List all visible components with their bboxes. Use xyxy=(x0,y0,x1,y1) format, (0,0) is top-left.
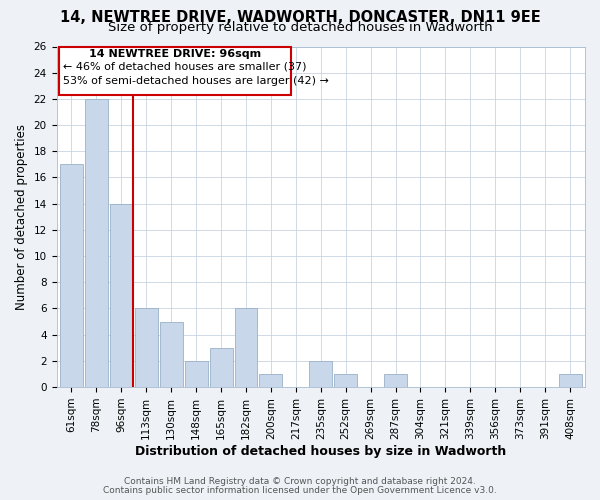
Bar xyxy=(259,374,283,387)
Y-axis label: Number of detached properties: Number of detached properties xyxy=(15,124,28,310)
Text: Size of property relative to detached houses in Wadworth: Size of property relative to detached ho… xyxy=(107,22,493,35)
Bar xyxy=(309,361,332,387)
Bar xyxy=(559,374,581,387)
Bar xyxy=(135,308,158,387)
Bar xyxy=(185,361,208,387)
Text: 53% of semi-detached houses are larger (42) →: 53% of semi-detached houses are larger (… xyxy=(63,76,329,86)
Bar xyxy=(110,204,133,387)
Text: ← 46% of detached houses are smaller (37): ← 46% of detached houses are smaller (37… xyxy=(63,61,306,71)
Text: 14 NEWTREE DRIVE: 96sqm: 14 NEWTREE DRIVE: 96sqm xyxy=(89,50,261,59)
Bar xyxy=(85,99,108,387)
Text: 14, NEWTREE DRIVE, WADWORTH, DONCASTER, DN11 9EE: 14, NEWTREE DRIVE, WADWORTH, DONCASTER, … xyxy=(59,10,541,25)
X-axis label: Distribution of detached houses by size in Wadworth: Distribution of detached houses by size … xyxy=(135,444,506,458)
Text: Contains HM Land Registry data © Crown copyright and database right 2024.: Contains HM Land Registry data © Crown c… xyxy=(124,477,476,486)
Bar xyxy=(384,374,407,387)
Bar xyxy=(334,374,357,387)
FancyBboxPatch shape xyxy=(59,46,291,95)
Bar xyxy=(60,164,83,387)
Bar xyxy=(235,308,257,387)
Bar xyxy=(209,348,233,387)
Text: Contains public sector information licensed under the Open Government Licence v3: Contains public sector information licen… xyxy=(103,486,497,495)
Bar xyxy=(160,322,182,387)
